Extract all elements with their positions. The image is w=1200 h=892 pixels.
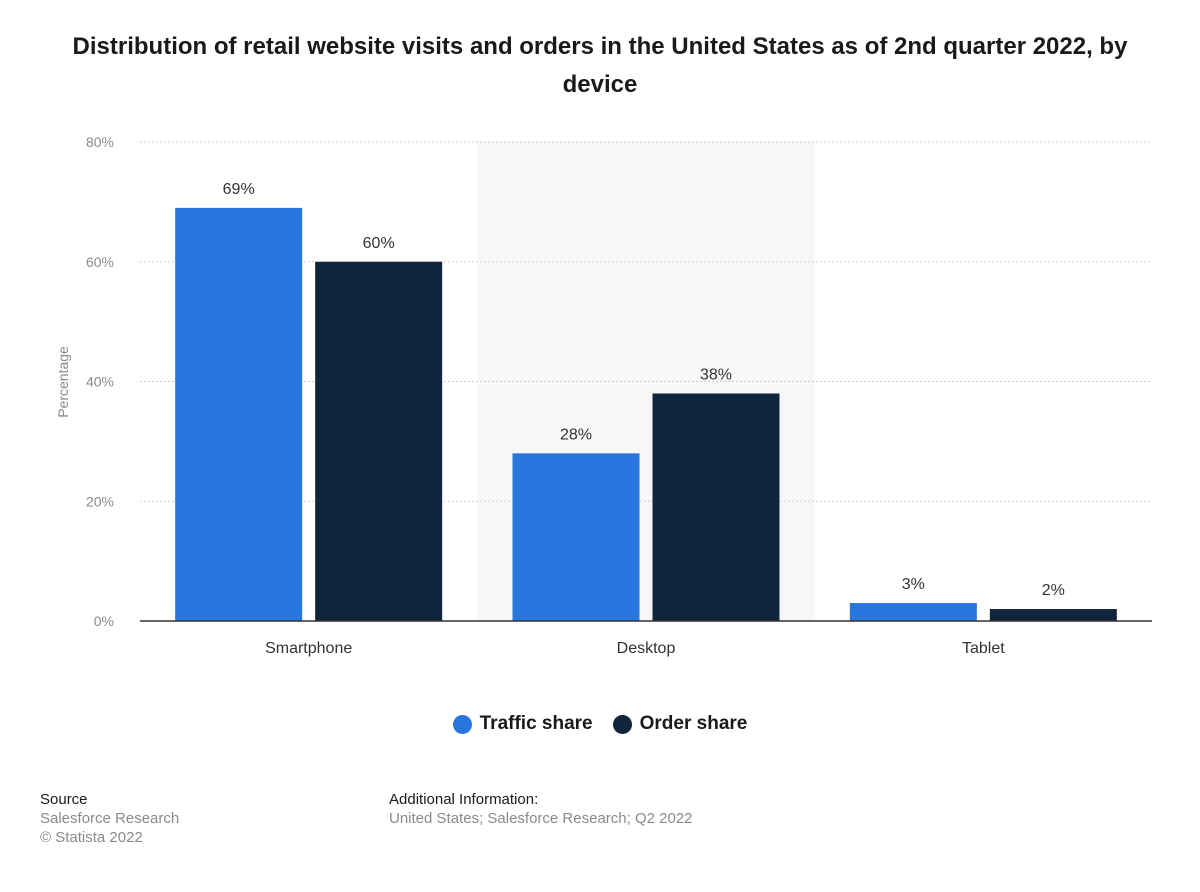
x-tick-label: Desktop	[617, 640, 676, 657]
data-label: 38%	[700, 366, 732, 383]
legend-label-order: Order share	[639, 713, 748, 734]
data-label: 69%	[223, 181, 255, 198]
bar-desktop-traffic-share[interactable]	[512, 453, 640, 621]
source-block: Source Salesforce Research © Statista 20…	[40, 790, 179, 847]
bar-desktop-order-share[interactable]	[652, 393, 780, 621]
y-axis-label: Percentage	[55, 346, 71, 418]
copyright-text: © Statista 2022	[40, 829, 143, 846]
bar-smartphone-order-share[interactable]	[315, 261, 443, 621]
y-tick-label: 0%	[94, 613, 114, 629]
additional-info-heading: Additional Information:	[389, 791, 539, 808]
legend-marker-traffic	[452, 714, 472, 734]
legend: Traffic share Order share	[0, 713, 1200, 735]
legend-marker-order	[612, 714, 632, 734]
y-tick-label: 40%	[86, 374, 114, 390]
source-name[interactable]: Salesforce Research	[40, 810, 180, 827]
chart-title: Distribution of retail website visits an…	[72, 33, 1128, 98]
legend-item-traffic[interactable]: Traffic share	[452, 713, 593, 735]
x-tick-label: Tablet	[962, 640, 1005, 657]
additional-info-block: Additional Information: United States; S…	[389, 790, 693, 828]
y-tick-label: 60%	[86, 254, 114, 270]
source-heading: Source	[40, 791, 88, 808]
legend-item-order[interactable]: Order share	[612, 713, 748, 735]
y-tick-label: 80%	[86, 134, 114, 150]
bar-smartphone-traffic-share[interactable]	[175, 207, 303, 622]
bar-tablet-order-share[interactable]	[989, 609, 1117, 621]
legend-label-traffic: Traffic share	[479, 713, 593, 734]
data-label: 28%	[560, 426, 592, 443]
data-label: 60%	[363, 235, 395, 252]
bar-chart: 0% 20% 40% 60% 80% Percentage 69% 60% 28% 38% 3%…	[55, 134, 1152, 657]
y-tick-label: 20%	[86, 493, 114, 509]
data-label: 2%	[1042, 582, 1065, 599]
data-label: 3%	[902, 576, 925, 593]
additional-info-text: United States; Salesforce Research; Q2 2…	[389, 810, 693, 827]
bar-tablet-traffic-share[interactable]	[849, 603, 977, 621]
x-tick-label: Smartphone	[265, 640, 352, 657]
